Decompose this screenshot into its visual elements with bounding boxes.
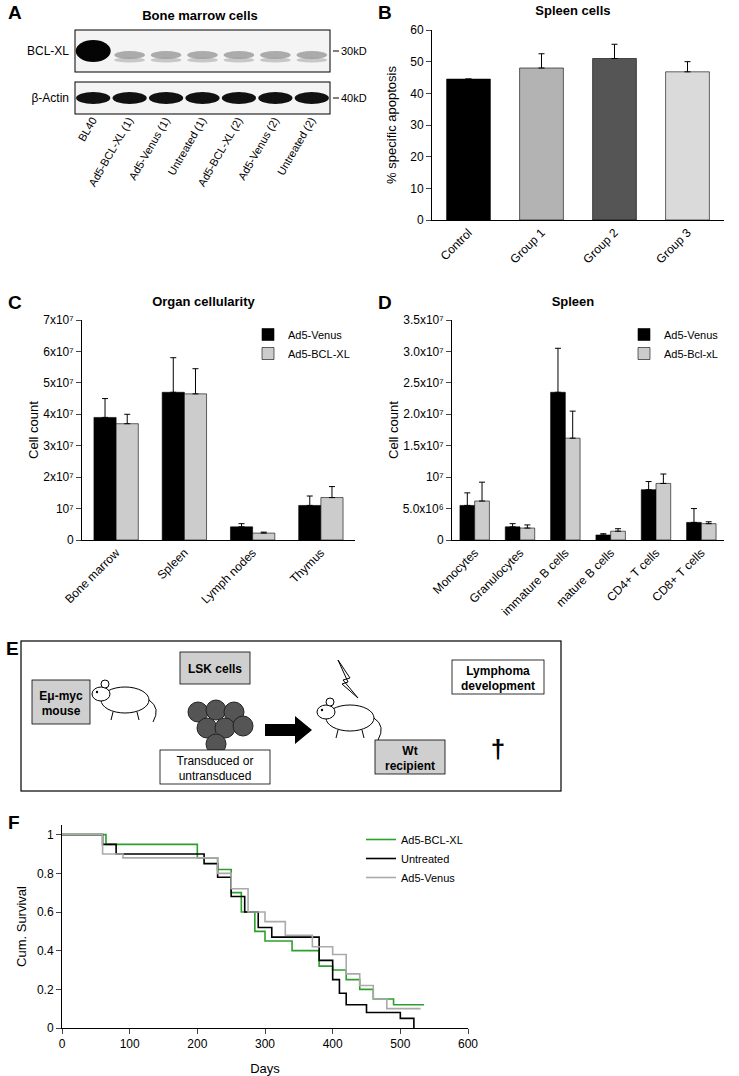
svg-text:Spleen cells: Spleen cells (535, 3, 610, 18)
svg-text:40kD: 40kD (341, 92, 367, 104)
svg-text:Ad5-Venus: Ad5-Venus (401, 872, 455, 884)
svg-text:Cell count: Cell count (26, 401, 41, 459)
html-text:C: C (8, 292, 22, 313)
svg-text:0: 0 (417, 213, 424, 227)
svg-text:Group 2: Group 2 (580, 226, 621, 267)
svg-text:2x10⁷: 2x10⁷ (43, 470, 73, 484)
svg-text:Cell count: Cell count (386, 401, 401, 459)
svg-text:10⁷: 10⁷ (56, 502, 74, 516)
svg-text:Wt: Wt (402, 744, 417, 758)
html-text:B: B (378, 2, 392, 23)
svg-text:600: 600 (458, 1037, 478, 1051)
svg-text:2.5x10⁷: 2.5x10⁷ (403, 376, 443, 390)
svg-text:Bone marrow: Bone marrow (62, 546, 123, 607)
svg-text:Eμ-myc: Eμ-myc (39, 689, 83, 703)
svg-text:Organ cellularity: Organ cellularity (152, 294, 255, 309)
svg-text:Ad5-BCL-XL (2): Ad5-BCL-XL (2) (195, 115, 245, 189)
svg-text:Transduced or: Transduced or (177, 754, 254, 768)
svg-text:Control: Control (438, 226, 475, 263)
svg-text:5x10⁷: 5x10⁷ (43, 376, 73, 390)
svg-text:50: 50 (410, 55, 424, 69)
svg-text:7x10⁷: 7x10⁷ (43, 313, 73, 327)
svg-text:0.2: 0.2 (37, 983, 54, 997)
svg-text:Spleen: Spleen (154, 546, 190, 582)
svg-text:Untreated (2): Untreated (2) (275, 115, 318, 177)
svg-text:200: 200 (187, 1037, 207, 1051)
svg-text:Ad5-Venus: Ad5-Venus (664, 329, 718, 341)
svg-text:Lymphoma: Lymphoma (466, 664, 530, 678)
svg-text:500: 500 (390, 1037, 410, 1051)
svg-text:0: 0 (47, 1021, 54, 1035)
svg-text:10⁷: 10⁷ (426, 470, 444, 484)
svg-text:CD4+ T cells: CD4+ T cells (604, 546, 662, 604)
svg-text:Granulocytes: Granulocytes (466, 546, 526, 606)
svg-text:% specific apoptosis: % specific apoptosis (384, 66, 399, 184)
svg-text:Untreated: Untreated (401, 853, 449, 865)
svg-text:Bone marrow cells: Bone marrow cells (142, 8, 258, 23)
svg-text:1: 1 (47, 828, 54, 842)
svg-text:0: 0 (59, 1037, 66, 1051)
svg-text:10: 10 (410, 182, 424, 196)
svg-text:3.5x10⁷: 3.5x10⁷ (403, 313, 443, 327)
svg-text:Ad5-BCL-XL: Ad5-BCL-XL (401, 834, 463, 846)
svg-text:40: 40 (410, 87, 424, 101)
svg-text:Spleen: Spleen (552, 294, 595, 309)
html-text:A: A (8, 2, 22, 23)
svg-text:30kD: 30kD (341, 45, 367, 57)
svg-text:300: 300 (255, 1037, 275, 1051)
svg-text:mature B cells: mature B cells (553, 546, 617, 610)
svg-text:3.0x10⁷: 3.0x10⁷ (403, 345, 443, 359)
svg-text:LSK cells: LSK cells (188, 662, 242, 676)
svg-text:2.0x10⁷: 2.0x10⁷ (403, 407, 443, 421)
svg-text:untransduced: untransduced (179, 769, 252, 783)
svg-text:β-Actin: β-Actin (31, 91, 69, 105)
svg-text:0.8: 0.8 (37, 867, 54, 881)
svg-text:recipient: recipient (385, 759, 435, 773)
svg-text:60: 60 (410, 23, 424, 37)
svg-text:0.4: 0.4 (37, 944, 54, 958)
svg-text:mouse: mouse (42, 704, 81, 718)
svg-text:Untreated (1): Untreated (1) (165, 115, 208, 177)
svg-text:Ad5-Bcl-xL: Ad5-Bcl-xL (664, 348, 718, 360)
svg-text:BL40: BL40 (76, 115, 99, 143)
svg-text:CD8+ T cells: CD8+ T cells (649, 546, 707, 604)
svg-text:Days: Days (250, 1061, 280, 1076)
svg-text:Ad5-BCL-XL: Ad5-BCL-XL (288, 348, 350, 360)
svg-text:immature B cells: immature B cells (499, 546, 572, 619)
html-text:F: F (8, 812, 20, 833)
svg-text:Group 1: Group 1 (507, 226, 548, 267)
svg-text:0.6: 0.6 (37, 905, 54, 919)
svg-text:100: 100 (120, 1037, 140, 1051)
svg-text:6x10⁷: 6x10⁷ (43, 345, 73, 359)
svg-text:Ad5-Venus (1): Ad5-Venus (1) (126, 115, 172, 182)
svg-text:Group 3: Group 3 (653, 226, 694, 267)
svg-text:0: 0 (437, 533, 444, 547)
svg-text:1.5x10⁷: 1.5x10⁷ (403, 439, 443, 453)
svg-text:Ad5-Venus: Ad5-Venus (288, 329, 342, 341)
svg-text:400: 400 (323, 1037, 343, 1051)
svg-text:5.0x10⁶: 5.0x10⁶ (403, 502, 444, 516)
svg-text:20: 20 (410, 150, 424, 164)
svg-text:30: 30 (410, 118, 424, 132)
svg-text:Thymus: Thymus (287, 546, 327, 586)
svg-text:0: 0 (67, 533, 74, 547)
svg-text:BCL-XL: BCL-XL (27, 44, 69, 58)
svg-text:3x10⁷: 3x10⁷ (43, 439, 73, 453)
svg-text:†: † (491, 734, 505, 764)
html-text:D: D (378, 292, 392, 313)
svg-text:development: development (461, 679, 535, 693)
svg-text:Lymph nodes: Lymph nodes (198, 546, 259, 607)
svg-text:Cum. Survival: Cum. Survival (14, 886, 29, 967)
svg-text:Ad5-Venus (2): Ad5-Venus (2) (235, 115, 282, 182)
html-text:E: E (6, 638, 19, 659)
svg-text:Ad5-BCL-XL (1): Ad5-BCL-XL (1) (86, 115, 136, 189)
svg-text:4x10⁷: 4x10⁷ (43, 407, 73, 421)
svg-text:Monocytes: Monocytes (430, 546, 481, 597)
